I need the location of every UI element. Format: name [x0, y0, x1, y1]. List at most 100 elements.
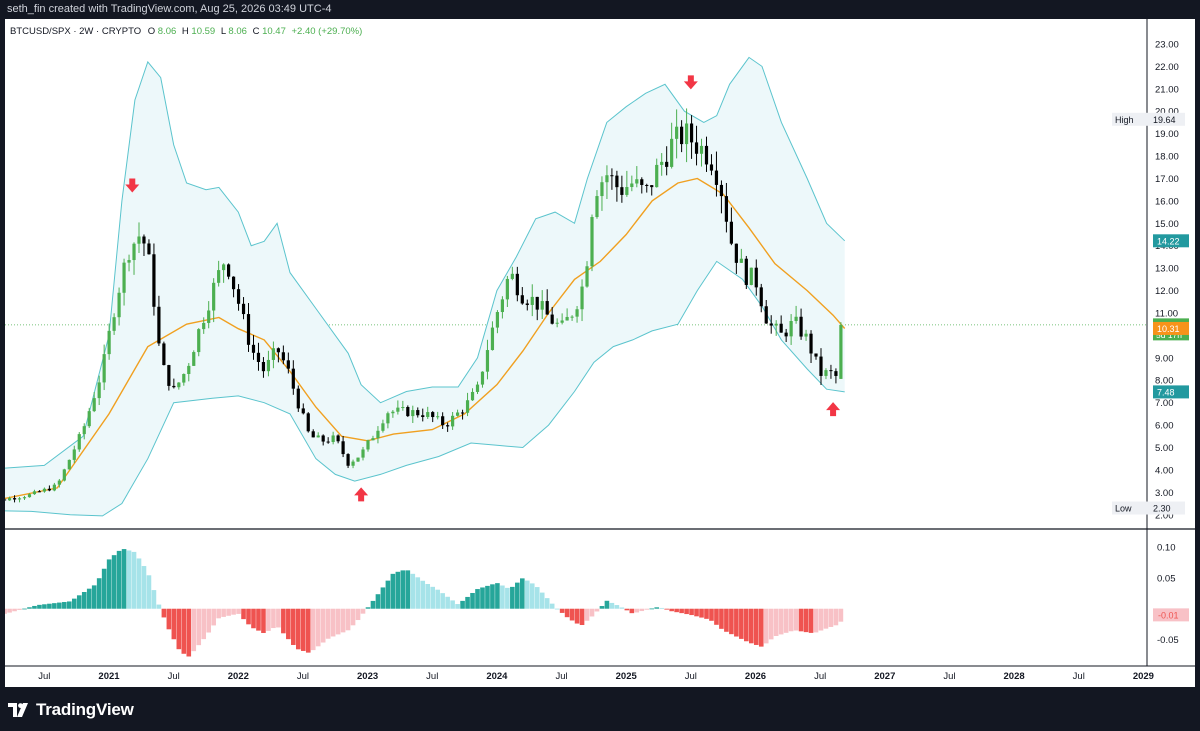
histogram-bar[interactable] — [71, 598, 77, 609]
histogram-bar[interactable] — [828, 608, 834, 627]
histogram-bar[interactable] — [206, 608, 211, 633]
histogram-bar[interactable] — [659, 607, 664, 609]
candle[interactable] — [222, 263, 226, 283]
candle[interactable] — [446, 422, 450, 432]
candle[interactable] — [455, 409, 460, 417]
candle[interactable] — [441, 412, 445, 430]
histogram-bar[interactable] — [111, 555, 117, 609]
histogram-bar[interactable] — [838, 608, 844, 622]
histogram-bar[interactable] — [634, 608, 640, 613]
histogram-bar[interactable] — [211, 608, 216, 626]
histogram-bar[interactable] — [375, 594, 381, 609]
candle[interactable] — [470, 388, 475, 401]
histogram-bar[interactable] — [116, 550, 122, 609]
candle[interactable] — [665, 146, 669, 176]
histogram-bar[interactable] — [679, 608, 684, 614]
candle[interactable] — [122, 258, 126, 306]
candle[interactable] — [366, 439, 370, 452]
histogram-bar[interactable] — [798, 608, 804, 632]
histogram-bar[interactable] — [649, 608, 655, 610]
histogram-bar[interactable] — [534, 587, 540, 609]
candle[interactable] — [615, 170, 619, 202]
histogram-bar[interactable] — [81, 592, 87, 609]
candle[interactable] — [172, 378, 176, 389]
candle[interactable] — [321, 434, 325, 446]
candle[interactable] — [699, 138, 704, 167]
histogram-bar[interactable] — [91, 585, 97, 609]
candle[interactable] — [754, 259, 758, 296]
histogram-bar[interactable] — [709, 608, 714, 621]
candle[interactable] — [789, 314, 793, 345]
histogram-bar[interactable] — [729, 608, 734, 635]
candle[interactable] — [406, 405, 410, 418]
candle[interactable] — [709, 154, 714, 176]
candle[interactable] — [127, 254, 131, 272]
histogram-bar[interactable] — [455, 604, 460, 609]
histogram-bar[interactable] — [151, 590, 157, 609]
histogram-bar[interactable] — [345, 608, 351, 631]
histogram-bar[interactable] — [42, 604, 47, 609]
histogram-bar[interactable] — [96, 578, 102, 609]
histogram-bar[interactable] — [335, 608, 341, 635]
candle[interactable] — [590, 214, 594, 272]
histogram-bar[interactable] — [763, 608, 769, 644]
candle[interactable] — [197, 328, 201, 357]
candle[interactable] — [719, 180, 724, 214]
candle[interactable] — [396, 400, 400, 415]
candle[interactable] — [316, 432, 320, 438]
candle[interactable] — [675, 109, 679, 159]
histogram-bar[interactable] — [271, 608, 276, 629]
histogram-bar[interactable] — [385, 580, 391, 609]
histogram-bar[interactable] — [415, 577, 421, 609]
candle[interactable] — [271, 341, 276, 369]
histogram-bar[interactable] — [420, 580, 426, 609]
candle[interactable] — [839, 322, 843, 379]
candle[interactable] — [769, 315, 773, 334]
candle[interactable] — [834, 368, 838, 384]
histogram-bar[interactable] — [101, 568, 107, 609]
candle[interactable] — [585, 261, 589, 288]
histogram-bar[interactable] — [196, 608, 202, 646]
histogram-bar[interactable] — [445, 596, 450, 609]
histogram-bar[interactable] — [286, 608, 291, 640]
histogram-bar[interactable] — [226, 608, 231, 616]
histogram-bar[interactable] — [619, 607, 625, 609]
histogram-bar[interactable] — [465, 596, 470, 609]
histogram-bar[interactable] — [12, 608, 17, 612]
candle[interactable] — [694, 125, 699, 166]
candle[interactable] — [346, 453, 350, 469]
candle[interactable] — [714, 151, 719, 197]
candle[interactable] — [261, 357, 266, 378]
candle[interactable] — [67, 459, 71, 470]
histogram[interactable] — [0, 549, 844, 657]
histogram-bar[interactable] — [340, 608, 346, 633]
histogram-bar[interactable] — [201, 608, 207, 640]
candle[interactable] — [416, 407, 420, 418]
candle[interactable] — [137, 222, 141, 254]
histogram-bar[interactable] — [7, 608, 12, 613]
histogram-bar[interactable] — [350, 608, 356, 626]
candle[interactable] — [525, 299, 529, 311]
histogram-bar[interactable] — [614, 605, 620, 609]
candle[interactable] — [560, 313, 564, 325]
histogram-bar[interactable] — [485, 585, 490, 609]
candle[interactable] — [251, 335, 256, 360]
candle[interactable] — [744, 255, 748, 290]
candle[interactable] — [32, 489, 37, 495]
candle[interactable] — [540, 290, 544, 320]
candle[interactable] — [510, 266, 514, 281]
histogram-bar[interactable] — [450, 600, 455, 609]
histogram-bar[interactable] — [86, 588, 92, 609]
histogram-bar[interactable] — [569, 608, 575, 621]
candle[interactable] — [12, 495, 17, 503]
histogram-bar[interactable] — [221, 608, 226, 617]
histogram-bar[interactable] — [520, 578, 525, 609]
histogram-bar[interactable] — [37, 604, 42, 609]
histogram-bar[interactable] — [106, 559, 112, 609]
candle[interactable] — [764, 299, 768, 324]
candle[interactable] — [227, 263, 231, 280]
candle[interactable] — [804, 329, 808, 341]
candle[interactable] — [600, 176, 604, 211]
candle[interactable] — [207, 301, 211, 329]
candle[interactable] — [779, 315, 783, 333]
